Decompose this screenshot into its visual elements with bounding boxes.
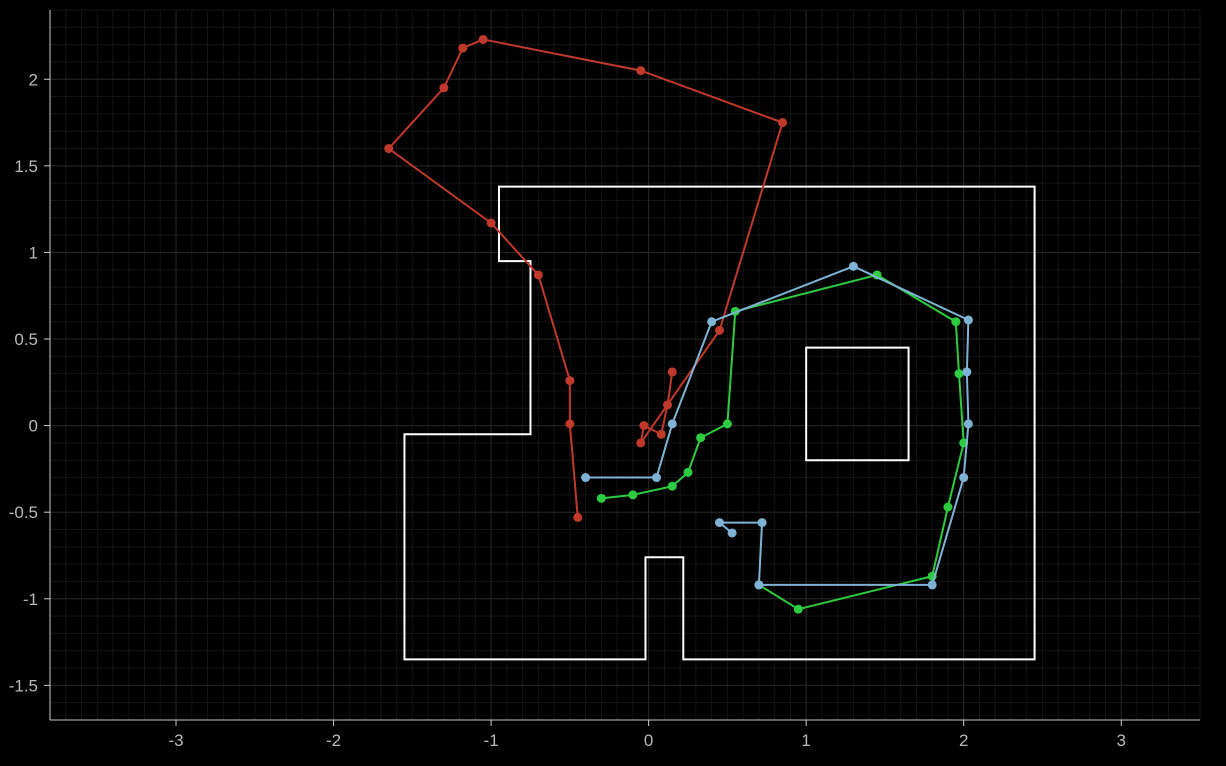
red-track-marker	[657, 430, 666, 439]
green-track-marker	[696, 433, 705, 442]
red-track-marker	[663, 400, 672, 409]
blue-track-marker	[728, 528, 737, 537]
red-track-marker	[778, 118, 787, 127]
blue-track-marker	[652, 473, 661, 482]
y-tick-label: 2	[29, 70, 38, 89]
red-track-marker	[668, 367, 677, 376]
y-tick-label: -0.5	[9, 503, 38, 522]
chart-root: -3 -2 -1 0 1 2 3 -1.5 -1 -0.5 0 0.5 1 1.5 2	[0, 0, 1226, 766]
green-track-marker	[723, 419, 732, 428]
chart-svg: -3 -2 -1 0 1 2 3 -1.5 -1 -0.5 0 0.5 1 1.5 2	[0, 0, 1226, 766]
blue-track-marker	[959, 473, 968, 482]
blue-track-marker	[715, 518, 724, 527]
x-tick-label: -3	[168, 731, 183, 750]
red-track-marker	[439, 83, 448, 92]
red-track-marker	[487, 219, 496, 228]
y-tick-label: -1	[23, 590, 38, 609]
green-track-marker	[794, 605, 803, 614]
red-track-marker	[636, 66, 645, 75]
green-track-marker	[668, 482, 677, 491]
green-track-marker	[954, 369, 963, 378]
blue-track-marker	[707, 317, 716, 326]
red-track-marker	[715, 326, 724, 335]
y-tick-label: 0.5	[14, 330, 38, 349]
blue-track-marker	[581, 473, 590, 482]
blue-track-marker	[964, 419, 973, 428]
y-tick-label: 0	[29, 417, 38, 436]
blue-track-marker	[758, 518, 767, 527]
green-track-marker	[628, 490, 637, 499]
green-track-marker	[684, 468, 693, 477]
red-track-marker	[639, 421, 648, 430]
x-tick-label: 2	[959, 731, 968, 750]
blue-track-marker	[754, 580, 763, 589]
x-tick-label: 3	[1116, 731, 1125, 750]
blue-track-marker	[849, 262, 858, 271]
red-track-marker	[636, 438, 645, 447]
red-track-marker	[384, 144, 393, 153]
red-track-marker	[458, 44, 467, 53]
red-track-marker	[534, 270, 543, 279]
blue-track-marker	[668, 419, 677, 428]
green-track-marker	[597, 494, 606, 503]
y-tick-label: -1.5	[9, 676, 38, 695]
x-tick-label: -1	[484, 731, 499, 750]
red-track-marker	[565, 419, 574, 428]
blue-track-marker	[964, 315, 973, 324]
green-track-marker	[951, 317, 960, 326]
blue-track-marker	[928, 580, 937, 589]
red-track-marker	[565, 376, 574, 385]
x-tick-label: 1	[801, 731, 810, 750]
y-tick-label: 1	[29, 243, 38, 262]
red-track-marker	[573, 513, 582, 522]
y-tick-label: 1.5	[14, 157, 38, 176]
green-track-marker	[943, 503, 952, 512]
red-track-marker	[479, 35, 488, 44]
x-tick-label: -2	[326, 731, 341, 750]
x-tick-label: 0	[644, 731, 653, 750]
blue-track-marker	[962, 367, 971, 376]
